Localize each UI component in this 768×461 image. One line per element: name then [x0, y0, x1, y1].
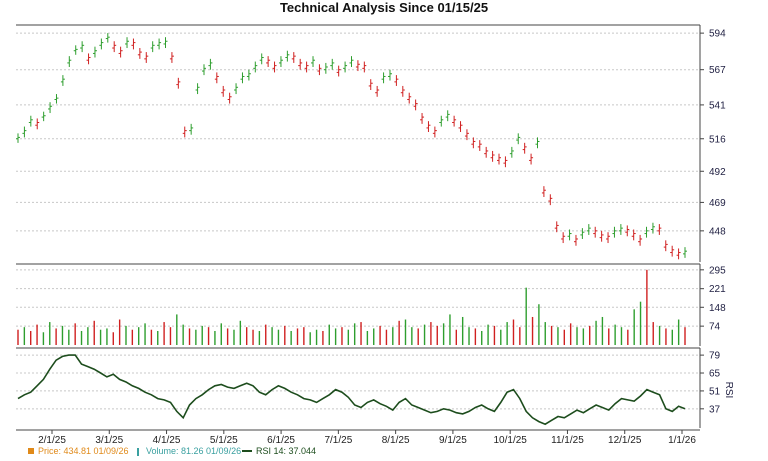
price-tick-label: 469 — [709, 198, 726, 209]
date-tick-label: 4/1/25 — [153, 435, 181, 446]
rsi-tick-label: 51 — [709, 386, 721, 397]
date-axis-labels: 2/1/25 3/1/25 4/1/25 5/1/25 6/1/25 7/1/25 8/1/… — [38, 430, 696, 446]
date-tick-label: 1/1/26 — [668, 435, 696, 446]
date-tick-label: 2/1/25 — [38, 435, 66, 446]
volume-tick-label: 221 — [709, 284, 726, 295]
price-tick-label: 516 — [709, 134, 726, 145]
rsi-legend-label: RSI 14: 37.044 — [256, 446, 316, 456]
rsi-panel: 79 65 51 37 RSI — [16, 347, 734, 428]
date-tick-label: 8/1/25 — [382, 435, 410, 446]
volume-tick-label: 148 — [709, 303, 726, 314]
price-tick-label: 594 — [709, 29, 726, 40]
price-ohlc-bars — [16, 33, 687, 260]
price-legend-swatch — [28, 448, 34, 454]
volume-tick-labels: 295 221 148 74 — [700, 265, 726, 333]
price-panel: 594 567 541 516 492 469 448 — [16, 24, 726, 262]
volume-legend-label: Volume: 81.26 01/09/26 — [146, 446, 241, 456]
date-tick-label: 3/1/25 — [95, 435, 123, 446]
price-tick-label: 492 — [709, 167, 726, 178]
rsi-axis-title: RSI — [723, 382, 734, 399]
price-tick-labels: 594 567 541 516 492 469 448 — [700, 29, 726, 237]
price-legend-label: Price: 434.81 01/09/26 — [38, 446, 129, 456]
rsi-tick-label: 65 — [709, 369, 721, 380]
volume-tick-label: 295 — [709, 265, 726, 276]
chart-title: Technical Analysis Since 01/15/25 — [280, 0, 488, 15]
rsi-line-layer — [17, 354, 686, 426]
date-tick-label: 10/1/25 — [493, 435, 527, 446]
price-tick-label: 567 — [709, 65, 726, 76]
volume-tick-label: 74 — [709, 322, 721, 333]
volume-panel: 295 221 148 74 — [16, 263, 726, 346]
date-tick-label: 12/1/25 — [608, 435, 642, 446]
legend: Price: 434.81 01/09/26 Volume: 81.26 01/… — [28, 446, 316, 456]
date-tick-label: 5/1/25 — [210, 435, 238, 446]
date-tick-label: 6/1/25 — [267, 435, 295, 446]
date-tick-label: 11/1/25 — [551, 435, 584, 446]
rsi-tick-label: 37 — [709, 404, 721, 415]
price-tick-label: 541 — [709, 100, 726, 111]
volume-bars — [17, 269, 686, 345]
date-tick-label: 7/1/25 — [324, 435, 352, 446]
date-tick-label: 9/1/25 — [439, 435, 467, 446]
rsi-tick-labels: 79 65 51 37 — [700, 351, 721, 415]
rsi-tick-label: 79 — [709, 351, 721, 362]
rsi-line — [17, 354, 686, 426]
price-tick-label: 448 — [709, 226, 726, 237]
rsi-gridlines — [16, 354, 700, 410]
volume-gridlines — [16, 269, 700, 327]
